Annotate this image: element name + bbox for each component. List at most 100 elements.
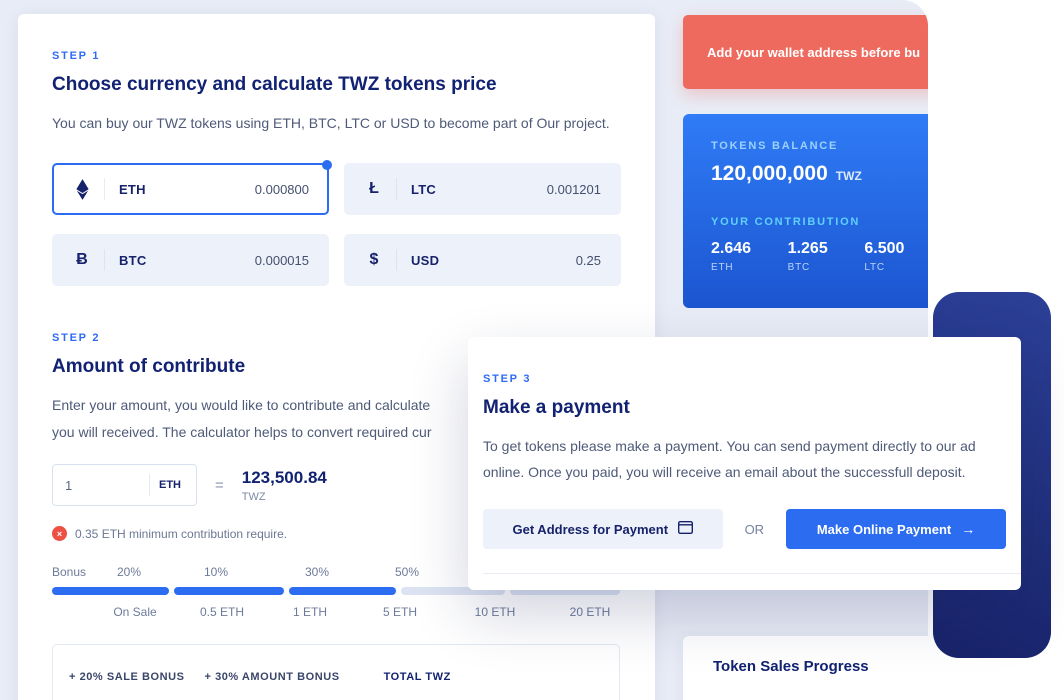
contribution-unit: ETH bbox=[711, 262, 734, 273]
currency-code: BTC bbox=[119, 252, 147, 268]
progress-segment-empty bbox=[401, 587, 505, 595]
contribution-value: 6.500 bbox=[864, 240, 905, 257]
contribution-unit: LTC bbox=[864, 262, 885, 273]
scale-label: 10 ETH bbox=[474, 605, 516, 619]
bonus-tier: 10% bbox=[204, 565, 229, 579]
amount-input-group: ETH bbox=[52, 464, 197, 506]
currency-selector: ETH 0.000800 Ł LTC 0.001201 Ƀ BTC 0.0000… bbox=[52, 160, 621, 286]
error-icon: × bbox=[52, 526, 67, 541]
contribution-value: 2.646 bbox=[711, 240, 752, 257]
contribution-ltc: 6.500 LTC bbox=[864, 240, 928, 273]
wallet-alert-text: Add your wallet address before bu bbox=[707, 44, 921, 60]
scale-label: 1 ETH bbox=[292, 605, 328, 619]
step3-label: STEP 3 bbox=[483, 373, 532, 385]
pay-button-label: Make Online Payment bbox=[816, 521, 952, 537]
step2-title: Amount of contribute bbox=[52, 356, 246, 377]
modal-divider bbox=[483, 573, 1021, 574]
step3-description-line1: To get tokens please make a payment. You… bbox=[483, 438, 976, 454]
bonus-progress: Bonus 20% 10% 30% 50% On Sale 0.5 ETH 1 … bbox=[52, 565, 620, 620]
tile-divider bbox=[396, 249, 397, 271]
total-twz-label: TOTAL TWZ bbox=[383, 671, 451, 683]
bonus-tier: 20% bbox=[117, 565, 142, 579]
currency-rate: 0.25 bbox=[575, 252, 601, 268]
currency-tile-btc[interactable]: Ƀ BTC 0.000015 bbox=[52, 234, 329, 286]
wallet-alert-banner[interactable]: Add your wallet address before bu bbox=[683, 15, 928, 89]
result-value: 123,500.84 bbox=[241, 467, 327, 487]
progress-segment-empty bbox=[510, 587, 620, 595]
currency-rate: 0.001201 bbox=[546, 181, 601, 197]
token-sales-progress-title: Token Sales Progress bbox=[713, 658, 869, 675]
contribution-label: YOUR CONTRIBUTION bbox=[711, 216, 861, 228]
input-divider bbox=[149, 474, 150, 496]
equals-sign: = bbox=[215, 476, 224, 494]
token-sales-progress-card: Token Sales Progress bbox=[683, 636, 928, 700]
ethereum-icon bbox=[72, 178, 92, 200]
amount-input[interactable] bbox=[53, 477, 145, 493]
bonus-tier: 50% bbox=[395, 565, 420, 579]
minimum-contribution-note: × 0.35 ETH minimum contribution require. bbox=[52, 526, 621, 541]
amount-calculator: ETH = 123,500.84 TWZ bbox=[52, 464, 621, 506]
currency-code: ETH bbox=[119, 181, 146, 197]
error-text: 0.35 ETH minimum contribution require. bbox=[75, 526, 288, 541]
currency-code: USD bbox=[411, 252, 440, 268]
selected-indicator-dot bbox=[322, 160, 332, 170]
contribution-btc: 1.265 BTC bbox=[788, 240, 865, 273]
progress-segment-filled bbox=[289, 587, 396, 595]
scale-label: 20 ETH bbox=[569, 605, 611, 619]
progress-segment-filled bbox=[52, 587, 169, 595]
or-label: OR bbox=[744, 521, 765, 537]
bonus-label: Bonus bbox=[52, 565, 87, 579]
step3-title: Make a payment bbox=[483, 397, 630, 418]
arrow-right-icon: → bbox=[961, 521, 976, 537]
step1-description: You can buy our TWZ tokens using ETH, BT… bbox=[52, 115, 610, 131]
step2-description: Enter your amount, you would like to con… bbox=[52, 392, 621, 446]
tile-divider bbox=[104, 178, 105, 200]
bonus-tier-labels: Bonus 20% 10% 30% 50% bbox=[52, 565, 620, 580]
make-online-payment-button[interactable]: Make Online Payment → bbox=[786, 509, 1006, 549]
currency-rate: 0.000800 bbox=[254, 181, 309, 197]
amount-unit-label: ETH bbox=[159, 479, 181, 491]
dollar-icon: $ bbox=[369, 251, 379, 268]
step2-label: STEP 2 bbox=[52, 332, 101, 344]
bonus-progress-bar bbox=[52, 587, 620, 595]
get-address-label: Get Address for Payment bbox=[512, 521, 669, 537]
amount-bonus-label: + 30% AMOUNT BONUS bbox=[204, 671, 340, 683]
step1-label: STEP 1 bbox=[52, 50, 101, 62]
contribution-value: 1.265 bbox=[787, 240, 828, 257]
step3-description: To get tokens please make a payment. You… bbox=[483, 433, 1006, 485]
scale-label: 0.5 ETH bbox=[199, 605, 245, 619]
bonus-scale-labels: On Sale 0.5 ETH 1 ETH 5 ETH 10 ETH 20 ET… bbox=[52, 605, 620, 620]
bonus-summary-box: + 20% SALE BONUS + 30% AMOUNT BONUS TOTA… bbox=[52, 644, 620, 700]
tile-divider bbox=[396, 178, 397, 200]
scale-label: 5 ETH bbox=[382, 605, 418, 619]
contribution-row: 2.646 ETH 1.265 BTC 6.500 LTC bbox=[711, 240, 928, 273]
tile-divider bbox=[104, 249, 105, 271]
result-unit: TWZ bbox=[241, 490, 266, 503]
litecoin-icon: Ł bbox=[369, 180, 379, 197]
currency-code: LTC bbox=[411, 181, 437, 197]
tokens-balance-label: TOKENS BALANCE bbox=[711, 140, 839, 152]
conversion-result: 123,500.84 TWZ bbox=[242, 468, 327, 503]
tokens-balance-card: TOKENS BALANCE 120,000,000 TWZ YOUR CONT… bbox=[683, 114, 928, 308]
get-address-button[interactable]: Get Address for Payment bbox=[483, 509, 723, 549]
currency-tile-ltc[interactable]: Ł LTC 0.001201 bbox=[344, 163, 621, 215]
progress-segment-filled bbox=[174, 587, 284, 595]
step2-description-line1: Enter your amount, you would like to con… bbox=[52, 397, 431, 413]
bitcoin-icon: Ƀ bbox=[76, 251, 88, 268]
currency-tile-eth[interactable]: ETH 0.000800 bbox=[52, 160, 332, 215]
payment-actions: Get Address for Payment OR Make Online P… bbox=[483, 509, 1006, 549]
payment-modal: STEP 3 Make a payment To get tokens plea… bbox=[468, 337, 1021, 590]
currency-rate: 0.000015 bbox=[254, 252, 309, 268]
contribution-unit: BTC bbox=[787, 262, 811, 273]
bonus-tier: 30% bbox=[305, 565, 330, 579]
step2-description-line2: you will received. The calculator helps … bbox=[52, 424, 432, 440]
window-icon bbox=[678, 520, 694, 537]
sale-bonus-label: + 20% SALE BONUS bbox=[69, 671, 185, 683]
step1-title: Choose currency and calculate TWZ tokens… bbox=[52, 74, 497, 95]
tokens-balance-value-row: 120,000,000 TWZ bbox=[711, 162, 928, 186]
scale-label: On Sale bbox=[113, 605, 157, 619]
contribution-eth: 2.646 ETH bbox=[711, 240, 788, 273]
currency-tile-usd[interactable]: $ USD 0.25 bbox=[344, 234, 621, 286]
step3-description-line2: online. Once you paid, you will receive … bbox=[483, 464, 966, 480]
